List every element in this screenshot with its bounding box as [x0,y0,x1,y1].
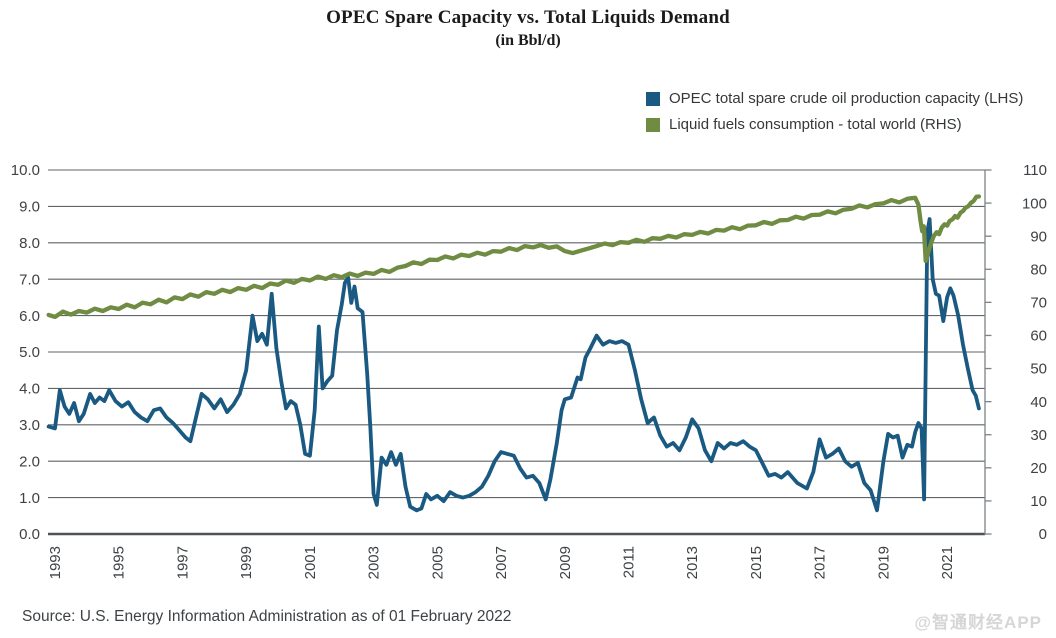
legend: OPEC total spare crude oil production ca… [646,90,1023,142]
left-axis-labels: 0.0 1.0 2.0 3.0 4.0 5.0 6.0 7.0 8.0 9.0 10.0 [11,162,40,543]
svg-text:1999: 1999 [238,546,255,579]
legend-swatch-blue-icon [646,91,660,106]
svg-text:2001: 2001 [302,546,319,579]
x-axis-labels: 1993 1995 1997 1999 2001 2003 2005 2007 2009 2011… [47,546,956,579]
svg-text:70: 70 [1030,295,1047,312]
svg-text:2005: 2005 [429,546,446,579]
liquid-fuels-consumption-line [46,194,982,320]
svg-text:9.0: 9.0 [19,199,40,216]
svg-text:2015: 2015 [748,546,765,579]
svg-text:7.0: 7.0 [19,271,40,288]
svg-text:2007: 2007 [493,546,510,579]
svg-text:40: 40 [1030,394,1047,411]
svg-text:1995: 1995 [111,546,128,579]
right-axis: 0 10 20 30 40 50 60 70 80 90 100 110 [984,162,1047,543]
legend-label-liquid-fuels-consumption: Liquid fuels consumption - total world (… [669,116,962,133]
grid-lines [48,169,985,536]
chart-title-line2: (in Bbl/d) [495,32,561,49]
svg-text:2021: 2021 [939,546,956,579]
svg-text:1.0: 1.0 [19,490,40,507]
legend-label-opec-spare-capacity: OPEC total spare crude oil production ca… [669,90,1024,107]
svg-text:1997: 1997 [174,546,191,579]
source-text: Source: U.S. Energy Information Administ… [22,608,512,625]
svg-text:0.0: 0.0 [19,526,40,543]
svg-text:50: 50 [1030,361,1047,378]
svg-text:20: 20 [1030,460,1047,477]
legend-item-opec-spare-capacity: OPEC total spare crude oil production ca… [646,90,1023,107]
svg-text:4.0: 4.0 [19,381,40,398]
svg-text:2.0: 2.0 [19,453,40,470]
svg-text:2013: 2013 [684,546,701,579]
svg-text:80: 80 [1030,261,1047,278]
svg-text:3.0: 3.0 [19,417,40,434]
svg-text:6.0: 6.0 [19,308,40,325]
watermark: @智通财经APP [914,613,1042,632]
svg-text:5.0: 5.0 [19,344,40,361]
svg-text:2019: 2019 [875,546,892,579]
svg-text:8.0: 8.0 [19,235,40,252]
svg-text:2009: 2009 [557,546,574,579]
opec-spare-capacity-line [46,217,981,513]
svg-text:90: 90 [1030,228,1047,245]
chart-title: OPEC Spare Capacity vs. Total Liquids De… [0,7,1056,50]
svg-text:2017: 2017 [812,546,829,579]
svg-text:10: 10 [1030,493,1047,510]
svg-text:30: 30 [1030,427,1047,444]
svg-text:60: 60 [1030,328,1047,345]
legend-swatch-green-icon [646,117,660,132]
svg-text:2003: 2003 [366,546,383,579]
svg-text:110: 110 [1023,162,1047,179]
svg-text:1993: 1993 [47,546,64,579]
chart-title-line1: OPEC Spare Capacity vs. Total Liquids De… [326,7,730,28]
svg-text:10.0: 10.0 [11,162,40,179]
svg-text:0: 0 [1039,526,1047,543]
legend-item-liquid-fuels-consumption: Liquid fuels consumption - total world (… [646,116,1023,133]
svg-text:100: 100 [1022,195,1047,212]
svg-text:2011: 2011 [620,546,637,578]
